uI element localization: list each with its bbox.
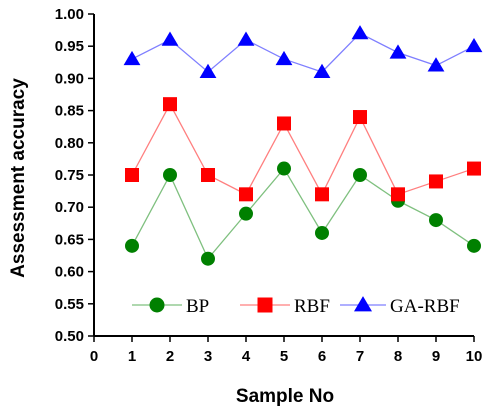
legend-item-rbf: RBF <box>240 296 330 317</box>
y-tick-label: 0.95 <box>55 38 84 55</box>
legend-label-ga-rbf: GA-RBF <box>390 296 460 317</box>
point-bp <box>239 206 253 221</box>
y-tick-label: 0.55 <box>55 296 84 313</box>
y-tick-label: 0.85 <box>55 103 84 120</box>
y-tick-label: 0.65 <box>55 231 84 248</box>
point-bp <box>353 168 367 182</box>
legend-item-ga-rbf: GA-RBF <box>340 296 460 317</box>
legend: BP RBF GA-RBF <box>132 296 460 317</box>
x-tick-label: 3 <box>204 348 212 365</box>
axes: 0 1 2 3 4 5 6 7 8 9 10 0.50 0.55 0.60 0.65 0.70 0.75 0.80… <box>55 6 483 365</box>
y-tick-label: 0.50 <box>55 328 84 345</box>
series-lines <box>131 32 475 260</box>
y-tick-label: 0.70 <box>55 199 84 216</box>
point-rbf <box>315 187 329 202</box>
legend-marker-bp <box>149 297 165 313</box>
x-tick-label: 7 <box>356 348 364 365</box>
point-rbf <box>277 116 291 131</box>
point-ga-rbf <box>123 50 141 66</box>
y-tick-label: 0.75 <box>55 167 84 184</box>
x-tick-label: 8 <box>394 348 402 365</box>
x-tick-label: 0 <box>90 348 98 365</box>
legend-item-bp: BP <box>132 296 209 317</box>
y-tick-label: 0.90 <box>55 70 84 87</box>
point-ga-rbf <box>465 37 483 53</box>
legend-marker-ga-rbf <box>354 296 372 312</box>
point-ga-rbf <box>351 25 369 40</box>
point-ga-rbf <box>237 31 255 46</box>
line-ga-rbf <box>131 32 475 73</box>
point-rbf <box>429 174 443 189</box>
point-bp <box>277 161 291 176</box>
point-bp <box>429 213 443 228</box>
point-rbf <box>353 110 367 125</box>
line-bp <box>131 167 475 260</box>
line-rbf <box>131 102 475 196</box>
x-tick-label: 2 <box>166 348 174 365</box>
x-tick-label: 1 <box>128 348 136 365</box>
point-ga-rbf <box>199 63 217 78</box>
x-axis-title: Sample No <box>236 386 334 407</box>
point-ga-rbf <box>427 57 445 72</box>
y-axis-title: Assessment accuracy <box>8 78 29 278</box>
x-tick-label: 10 <box>466 348 483 365</box>
point-rbf <box>391 187 405 202</box>
point-ga-rbf <box>275 50 293 66</box>
x-tick-label: 9 <box>432 348 440 365</box>
point-bp <box>163 168 177 182</box>
y-tick-label: 0.80 <box>55 135 84 152</box>
point-rbf <box>239 187 253 202</box>
point-rbf <box>125 168 139 182</box>
point-bp <box>467 238 481 253</box>
point-rbf <box>163 97 177 112</box>
point-ga-rbf <box>161 31 179 46</box>
point-bp <box>201 251 215 266</box>
y-tick-label: 1.00 <box>55 6 84 23</box>
point-ga-rbf <box>389 44 407 59</box>
x-tick-label: 6 <box>318 348 326 365</box>
y-tick-label: 0.60 <box>55 264 84 281</box>
legend-label-rbf: RBF <box>294 296 330 317</box>
point-bp <box>315 225 329 240</box>
x-tick-label: 5 <box>280 348 288 365</box>
point-bp <box>125 238 139 253</box>
point-ga-rbf <box>313 63 331 78</box>
legend-marker-rbf <box>257 297 273 313</box>
series-markers <box>123 25 483 266</box>
legend-label-bp: BP <box>186 296 209 317</box>
point-rbf <box>467 161 481 176</box>
x-tick-label: 4 <box>242 348 251 365</box>
point-rbf <box>201 168 215 182</box>
